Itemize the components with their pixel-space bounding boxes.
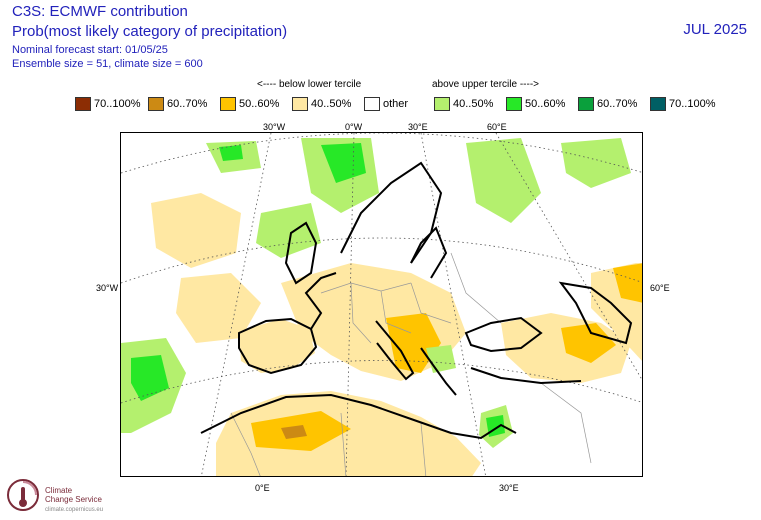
- border-line: [450, 252, 502, 324]
- legend-item: other: [364, 97, 408, 111]
- legend-swatch: [578, 97, 594, 111]
- ensemble-size: Ensemble size = 51, climate size = 600: [12, 58, 203, 70]
- legend-item: 50..60%: [220, 97, 279, 111]
- legend-label: 70..100%: [669, 98, 716, 110]
- legend-label: 60..70%: [167, 98, 208, 110]
- legend-swatch: [434, 97, 450, 111]
- border-line: [420, 422, 427, 476]
- legend-swatch: [75, 97, 91, 111]
- coast-caspian: [558, 281, 633, 345]
- coast-italy: [375, 320, 415, 381]
- country-borders: [230, 252, 592, 476]
- axis-label-bottom-30e: 30°E: [499, 483, 519, 493]
- chart-title: C3S: ECMWF contribution: [12, 3, 188, 20]
- norway-green-core: [321, 143, 366, 183]
- meridian-line: [200, 133, 272, 476]
- atlantic-south-land: [176, 273, 261, 343]
- legend-swatch: [650, 97, 666, 111]
- axis-label-bottom-0e: 0°E: [255, 483, 270, 493]
- forecast-month: JUL 2025: [683, 21, 747, 38]
- copernicus-logo-mark: [7, 479, 39, 511]
- legend-item: 60..70%: [148, 97, 207, 111]
- legend-label: 50..60%: [525, 98, 566, 110]
- legend-label: other: [383, 98, 409, 110]
- axis-label-top-30w: 30°W: [263, 122, 286, 132]
- iberia-land: [239, 319, 315, 373]
- legend-label: 40..50%: [311, 98, 352, 110]
- coastlines: [200, 161, 633, 440]
- border-line: [540, 382, 592, 464]
- coast-iberia: [238, 317, 318, 375]
- border-line: [340, 412, 347, 476]
- meridian-line: [495, 133, 642, 381]
- coast-turkey: [470, 367, 582, 385]
- legend-item: 40..50%: [434, 97, 493, 111]
- legend-swatch: [148, 97, 164, 111]
- precipitation-map: [121, 133, 642, 476]
- axis-label-left-30w: 30°W: [96, 283, 119, 293]
- parallel-line: [121, 237, 642, 284]
- graticule: [121, 133, 642, 476]
- legend-label: 70..100%: [94, 98, 141, 110]
- legend-label: 50..60%: [239, 98, 280, 110]
- axis-label-top-0w: 0°W: [345, 122, 363, 132]
- legend-item: 70..100%: [650, 97, 715, 111]
- copernicus-logo: Climate Change Service climate.copernicu…: [6, 474, 136, 518]
- coast-gb: [284, 221, 318, 285]
- axis-label-top-30e: 30°E: [408, 122, 428, 132]
- border-line: [380, 290, 412, 334]
- atlantic-green-west-core: [131, 355, 169, 401]
- axis-label-top-60e: 60°E: [487, 122, 507, 132]
- logo-url: climate.copernicus.eu: [45, 507, 104, 513]
- legend: 70..100% 60..70% 50..60% 40..50% other 4…: [0, 97, 761, 117]
- meridian-line: [420, 133, 487, 476]
- iran-core: [613, 263, 642, 303]
- below-tercile-label: <---- below lower tercile: [257, 79, 362, 90]
- parallel-line: [121, 133, 642, 174]
- above-tercile-label: above upper tercile ---->: [432, 79, 539, 90]
- legend-swatch: [292, 97, 308, 111]
- west-europe-green: [256, 203, 321, 258]
- logo-line1: Climate: [45, 486, 73, 495]
- logo-line2: Change Service: [45, 495, 102, 504]
- russia-green: [466, 138, 541, 223]
- map-frame: [120, 132, 643, 477]
- coast-baltic: [410, 226, 448, 279]
- axis-label-right-60e: 60°E: [650, 283, 670, 293]
- legend-item: 40..50%: [292, 97, 351, 111]
- coast-black-sea: [464, 316, 543, 353]
- coast-france: [304, 272, 337, 330]
- legend-item: 60..70%: [578, 97, 637, 111]
- sahara-dark: [281, 425, 307, 439]
- aegean-green: [426, 345, 456, 373]
- greenland-sea-core: [219, 145, 243, 161]
- legend-swatch: [506, 97, 522, 111]
- ural-green: [561, 138, 631, 188]
- land-shading: [121, 138, 642, 476]
- border-line: [350, 282, 372, 344]
- chart-subtitle: Prob(most likely category of precipitati…: [12, 23, 288, 40]
- border-line: [230, 412, 261, 476]
- legend-item: 70..100%: [75, 97, 140, 111]
- coast-north-africa: [200, 393, 517, 440]
- coast-greece: [420, 347, 457, 396]
- north-africa-land: [216, 391, 481, 476]
- border-line: [410, 282, 452, 324]
- turkey-core: [561, 323, 616, 363]
- legend-swatch: [220, 97, 236, 111]
- legend-swatch: [364, 97, 380, 111]
- atlantic-north-land: [151, 193, 241, 268]
- border-line: [320, 282, 412, 294]
- forecast-start: Nominal forecast start: 01/05/25: [12, 44, 168, 56]
- legend-label: 60..70%: [597, 98, 638, 110]
- legend-item: 50..60%: [506, 97, 565, 111]
- legend-label: 40..50%: [453, 98, 494, 110]
